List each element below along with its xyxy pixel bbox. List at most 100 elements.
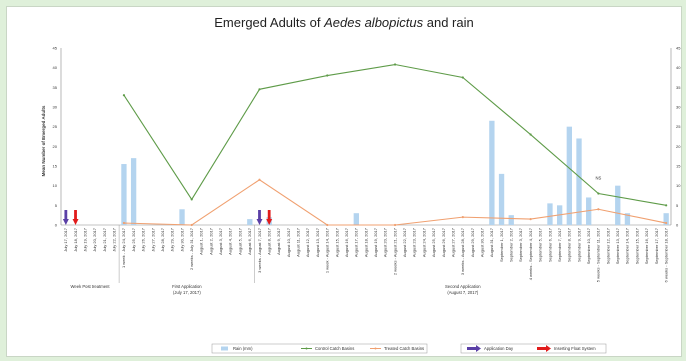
x-tick-label: August 23, 2017 [412, 227, 417, 257]
control-catch-basins-point [597, 192, 600, 195]
y-tick-label: 20 [53, 144, 58, 149]
rain-bar [130, 158, 137, 225]
x-tick-label: August 25, 2017 [431, 227, 436, 257]
x-tick-label: September 15, 2017 [634, 227, 639, 264]
x-tick-label: August 18, 2017 [363, 227, 368, 257]
x-tick-label: 4 weeks - September 4, 2017 [528, 227, 533, 280]
title-prefix: Emerged Adults of [214, 15, 324, 30]
treated-catch-basins-point [190, 223, 193, 227]
x-tick-label: August 17, 2017 [354, 227, 359, 257]
y-tick-label: 45 [53, 46, 58, 51]
x-tick-label: September 13, 2017 [615, 227, 620, 264]
x-tick-label: September 16, 2017 [644, 227, 649, 264]
inserting-float-system-marker-head [72, 219, 79, 225]
y-tick-label-right: 15 [676, 164, 681, 169]
x-tick-label: September 10, 2017 [586, 227, 591, 264]
rain-bar [586, 197, 592, 225]
x-tick-label: July 22, 2017 [112, 227, 117, 252]
plot-layer: 0 0 5 5 10 10 15 15 20 20 25 25 30 30 35 35 40 40 45 45 NS Ju… [53, 46, 681, 354]
x-tick-label: September 17, 2017 [654, 227, 659, 264]
legend-label: Application Day [484, 346, 514, 351]
application-day-marker-shaft [258, 210, 261, 219]
treated-catch-basins-line [123, 179, 667, 226]
rain-bar [247, 219, 253, 225]
x-tick-label: August 29, 2017 [470, 227, 475, 257]
x-tick-label: August 11, 2017 [296, 227, 301, 257]
point-annotation: NS [595, 176, 601, 181]
y-tick-label: 35 [53, 85, 58, 90]
x-tick-label: September 5, 2017 [538, 227, 543, 262]
rain-bar [121, 164, 127, 225]
x-tick-label: August 9, 2017 [276, 227, 281, 255]
x-tick-label: August 22, 2017 [402, 227, 407, 257]
series-legend: Rain (mm) Control Catch Basins Treated Cat… [211, 343, 428, 354]
x-tick-label: 2 weeks - August 21, 2017 [392, 227, 397, 275]
inserting-float-system-marker-head [266, 219, 273, 225]
application-day-marker-head [62, 219, 69, 225]
treated-catch-basins-point [393, 223, 397, 227]
x-tick-label: August 19, 2017 [373, 227, 378, 257]
rain-bar [498, 173, 505, 225]
chart-panel: Emerged Adults of Aedes albopictus and r… [6, 6, 682, 357]
x-tick-label: 5 weeks - September 11, 2017 [596, 227, 601, 282]
x-tick-label: August 12, 2017 [305, 227, 310, 257]
group-sublabel: (August 7, 2017) [447, 290, 479, 295]
x-tick-label: 6 weeks - September 18, 2017 [663, 227, 668, 282]
x-tick-label: August 27, 2017 [450, 227, 455, 257]
x-tick-label: 3 weeks - August 28, 2017 [460, 227, 465, 275]
treated-catch-basins-point [122, 221, 126, 225]
series-legend-box [211, 343, 428, 354]
x-tick-label: August 26, 2017 [441, 227, 446, 257]
marker-legend-box [460, 343, 607, 354]
rain-bar [576, 138, 582, 225]
x-tick-label: September 8, 2017 [567, 227, 572, 262]
y-tick-label-right: 25 [676, 124, 681, 129]
x-tick-label: August 3, 2017 [218, 227, 223, 255]
y-tick-label-right: 35 [676, 85, 681, 90]
rain-bar [566, 126, 572, 225]
y-axis-label: Mean Number of Emerged Adults [41, 105, 46, 176]
x-tick-label: July 27, 2017 [150, 227, 155, 252]
x-tick-label: September 1, 2017 [499, 227, 504, 262]
legend-label: Inserting Float System [554, 346, 596, 351]
application-day-marker-head [256, 219, 263, 225]
y-tick-label-right: 20 [676, 144, 681, 149]
title-species: Aedes albopictus [323, 15, 424, 30]
legend-swatch-dot [305, 347, 308, 350]
y-tick-label: 40 [53, 65, 58, 70]
x-tick-label: September 2, 2017 [509, 227, 514, 262]
x-tick-label: 3 weeks - August 7, 2017 [257, 227, 262, 273]
x-tick-label: August 5, 2017 [237, 227, 242, 255]
legend-swatch [221, 346, 228, 351]
legend-label: Control Catch Basins [315, 346, 354, 351]
x-tick-label: August 4, 2017 [228, 227, 233, 255]
x-tick-label: July 18, 2017 [73, 227, 78, 252]
treated-catch-basins-point [665, 221, 668, 225]
marker-legend: Application Day Inserting Float System [460, 343, 607, 354]
legend-arrow-shaft [467, 347, 476, 350]
group-label: Second Application [445, 284, 481, 289]
rain-bar [624, 213, 631, 225]
x-tick-label: July 17, 2017 [63, 227, 68, 252]
x-tick-label: July 21, 2017 [102, 227, 107, 252]
control-catch-basins-point [665, 204, 668, 207]
y-tick-label-right: 30 [676, 105, 681, 110]
x-tick-label: July 30, 2017 [179, 227, 184, 252]
group-sublabel: (July 17, 2017) [173, 290, 201, 295]
x-tick-label: September 14, 2017 [625, 227, 630, 264]
x-tick-label: 1 week - August 14, 2017 [325, 227, 330, 273]
x-tick-label: August 24, 2017 [421, 227, 426, 257]
rain-bar [508, 215, 514, 225]
x-tick-label: August 16, 2017 [344, 227, 349, 257]
y-tick-label-right: 45 [676, 46, 681, 51]
x-tick-label: July 20, 2017 [92, 227, 97, 252]
x-tick-label: August 31, 2017 [489, 227, 494, 257]
x-tick-label: July 29, 2017 [170, 227, 175, 252]
x-tick-label: 2 weeks - July 31, 2017 [189, 227, 194, 270]
control-catch-basins-point [258, 88, 261, 91]
x-tick-label: August 30, 2017 [479, 227, 484, 257]
rain-bar [663, 213, 669, 225]
rain-bar [615, 185, 621, 225]
y-tick-label: 0 [55, 223, 58, 228]
treated-catch-basins-point [461, 216, 464, 219]
